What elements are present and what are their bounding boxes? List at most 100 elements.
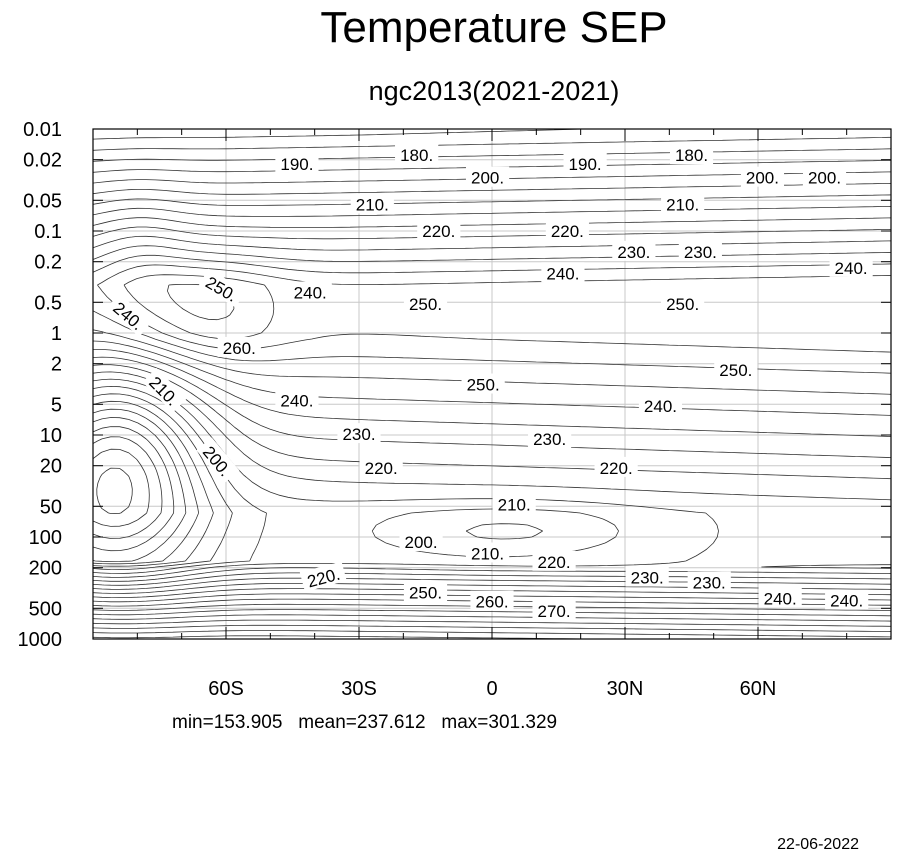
contour-label-bg [142, 367, 187, 413]
contour-label: 210. [350, 193, 394, 215]
contour-label-text: 200. [471, 169, 504, 188]
contour-label: 200. [399, 531, 443, 552]
contour-label-text: 210. [498, 495, 531, 514]
contour-label-text: 260. [475, 593, 508, 612]
chart-title: Temperature SEP [320, 3, 668, 52]
contour-label: 250. [403, 293, 448, 314]
contour-line [92, 226, 892, 594]
contour-label: 220. [545, 220, 589, 241]
contour-label: 240. [288, 281, 332, 302]
contour-label-bg [461, 373, 505, 394]
contour-label-bg [541, 262, 585, 283]
contour-label: 210. [661, 193, 705, 215]
contour-label: 250. [403, 581, 448, 602]
contour-label-text: 250. [467, 376, 500, 395]
contour-label-bg [198, 268, 246, 308]
contour-label-text: 220. [600, 459, 633, 478]
contour-label: 230. [337, 423, 381, 444]
contour-label-bg [758, 587, 802, 608]
y-tick-label: 0.2 [34, 252, 62, 274]
contour-label: 190. [275, 152, 319, 174]
contour-label-bg [612, 240, 656, 261]
contour-label: 230. [625, 566, 669, 588]
contour-label-bg [532, 550, 576, 571]
contour-label: 220. [417, 220, 461, 241]
contour-label-bg [359, 456, 403, 477]
contour-label: 250. [461, 373, 505, 395]
contour-label-text: 230. [693, 574, 726, 593]
y-tick-label: 10 [40, 425, 62, 447]
contour-label: 190. [563, 152, 607, 174]
contour-label-text: 190. [569, 155, 602, 174]
contour-label: 210. [142, 367, 187, 413]
contour-label-bg [625, 566, 669, 587]
contour-label: 240. [829, 256, 873, 278]
contour-label: 220. [359, 456, 403, 478]
contour-label-bg [350, 193, 394, 214]
contour-line [92, 264, 892, 611]
x-tick-label: 30S [341, 678, 377, 700]
contour-label: 200. [196, 437, 240, 484]
contour-label-bg [196, 437, 240, 484]
contour-label: 200. [740, 166, 785, 188]
contour-label-text: 260. [223, 339, 256, 358]
y-tick-label: 0.5 [34, 292, 62, 314]
contour-label-bg [275, 389, 319, 410]
contour-label: 230. [612, 240, 656, 262]
contour-label: 260. [217, 336, 261, 358]
contour-line [92, 630, 892, 638]
contour-label-text: 240. [764, 589, 797, 608]
contour-label-text: 240. [644, 397, 677, 416]
contour-label: 240. [758, 587, 802, 608]
stat-min: min=153.905 [172, 712, 283, 733]
x-tick-label: 60N [740, 678, 777, 700]
contour-label-text: 240. [835, 259, 868, 278]
contour-label-bg [492, 493, 536, 514]
contour-label-text: 250. [409, 295, 442, 314]
axes: 60S 30S 0 30N 60N 0.01 0.02 0.05 0.1 0.2 0.5 1 2 5 10 2… [18, 119, 892, 700]
contour-label-text: 230. [533, 430, 566, 449]
y-tick-label: 5 [51, 394, 62, 416]
contour-line [92, 624, 892, 632]
contour-line [96, 467, 133, 514]
contour-label-text: 180. [675, 146, 708, 165]
contour-label-text: 220. [551, 222, 584, 241]
contour-label-text: 250. [666, 295, 699, 314]
y-tick-label: 0.1 [34, 221, 62, 243]
contour-label-bg [288, 281, 332, 302]
y-tick-label: 50 [40, 496, 62, 518]
contour-label: 240. [106, 293, 153, 337]
contour-label-bg [465, 542, 510, 563]
contour-label-bg [403, 293, 448, 314]
contour-label-bg [638, 395, 683, 416]
y-tick-label: 0.05 [23, 190, 62, 212]
contour-label-text: 230. [631, 569, 664, 588]
contour-label-bg [528, 428, 572, 449]
contour-label-bg [594, 456, 638, 477]
contour-label-bg [669, 144, 714, 165]
contour-label-bg [714, 358, 758, 379]
contour-label-bg [661, 193, 705, 214]
contour-label-bg [545, 220, 589, 240]
contour-label: 220. [594, 456, 638, 478]
stat-mean: mean=237.612 [298, 712, 426, 733]
contour-label: 240. [825, 589, 869, 611]
contour-label-bg [740, 166, 785, 187]
contour-label: 180. [395, 144, 439, 165]
contour-label: 240. [541, 262, 585, 283]
contour-label-text: 210. [666, 196, 699, 215]
contour-label-bg [532, 599, 576, 620]
contour-label-text: 240. [830, 592, 863, 611]
x-tick-label: 60S [208, 678, 244, 700]
stat-max: max=301.329 [441, 712, 558, 733]
contour-label: 230. [687, 571, 731, 593]
contour-label-text: 230. [684, 243, 717, 262]
contour-label-bg [687, 571, 731, 592]
contour-label-text: 220. [422, 222, 455, 241]
x-tick-label: 30N [607, 678, 644, 700]
y-tick-label: 200 [29, 558, 62, 580]
contour-line [92, 448, 150, 527]
contour-label-bg [337, 423, 381, 444]
y-tick-label: 0.01 [23, 119, 62, 141]
contour-label-text: 220. [538, 553, 571, 572]
